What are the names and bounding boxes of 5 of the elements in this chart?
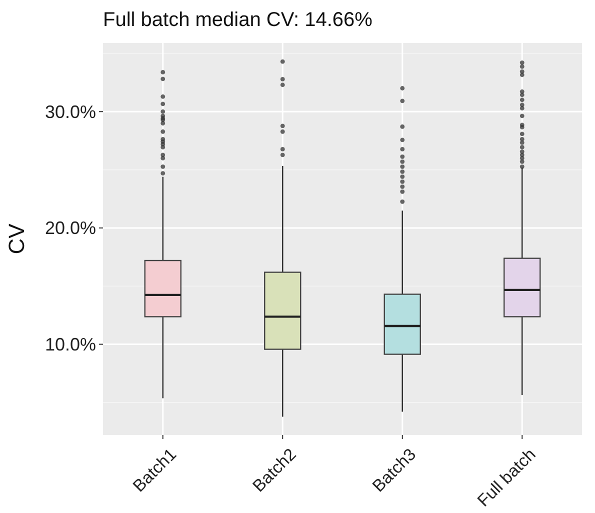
y-axis-title: CV — [4, 223, 29, 254]
chart-title: Full batch median CV: 14.66% — [103, 9, 373, 31]
y-tick-label: 20.0% — [44, 218, 96, 238]
y-tick-label: 10.0% — [44, 334, 96, 355]
y-tick-label: 30.0% — [44, 102, 96, 122]
